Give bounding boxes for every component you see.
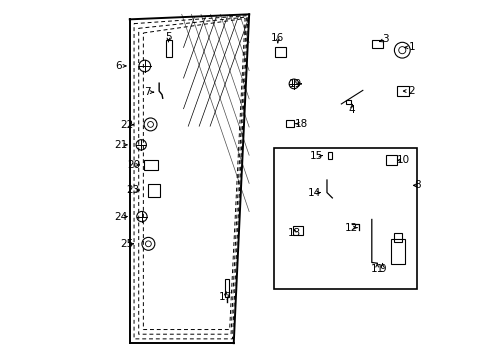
Text: 3: 3	[381, 35, 388, 44]
Bar	[327, 152, 331, 159]
Text: 4: 4	[348, 105, 355, 115]
Bar	[386, 155, 396, 165]
Text: 13: 13	[287, 228, 301, 238]
Text: 24: 24	[114, 212, 127, 221]
Text: 14: 14	[307, 188, 321, 198]
Bar	[224, 279, 229, 297]
Text: 10: 10	[396, 155, 409, 165]
Text: 9: 9	[379, 264, 385, 274]
Text: 19: 19	[288, 79, 302, 89]
Text: 8: 8	[413, 180, 420, 190]
Bar	[396, 86, 408, 96]
Text: 6: 6	[116, 61, 122, 71]
Text: 25: 25	[121, 239, 134, 249]
Bar	[166, 40, 172, 57]
Text: 1: 1	[408, 42, 414, 52]
Text: 12: 12	[344, 223, 357, 233]
Text: 15: 15	[309, 150, 322, 161]
Text: 22: 22	[121, 120, 134, 130]
Bar	[286, 120, 294, 127]
Text: 23: 23	[126, 185, 140, 195]
Bar	[345, 100, 350, 104]
Text: 2: 2	[408, 86, 414, 96]
Text: 21: 21	[114, 140, 127, 150]
Text: 5: 5	[165, 32, 171, 41]
Text: 17: 17	[219, 292, 232, 302]
Bar	[144, 159, 158, 170]
Bar	[390, 239, 404, 264]
Bar	[148, 184, 160, 197]
Bar	[371, 40, 382, 48]
Text: 18: 18	[295, 119, 308, 129]
Bar	[393, 233, 402, 242]
Text: 20: 20	[126, 160, 140, 170]
Bar	[293, 226, 303, 235]
Text: 7: 7	[144, 87, 151, 97]
Text: 11: 11	[370, 264, 383, 274]
Bar	[273, 148, 416, 289]
Bar	[274, 46, 285, 57]
Text: 16: 16	[271, 33, 284, 42]
